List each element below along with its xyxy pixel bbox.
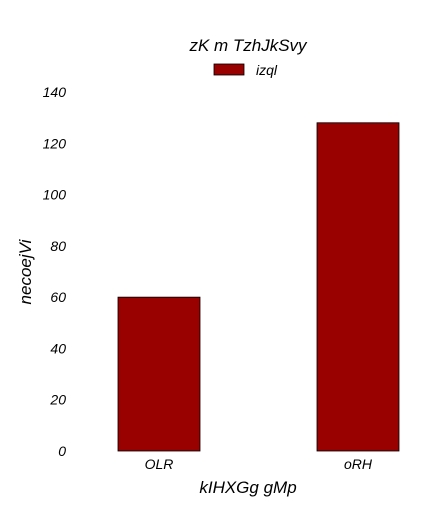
y-tick-label: 140 [43, 84, 67, 100]
bar-olr [117, 296, 201, 452]
x-axis: OLR oRH [145, 456, 373, 472]
y-tick-label: 0 [58, 443, 66, 459]
y-tick-label: 20 [49, 392, 66, 408]
legend: izql [213, 62, 278, 78]
x-tick-label: oRH [344, 456, 373, 472]
x-tick-label: OLR [145, 456, 174, 472]
bars [117, 122, 400, 452]
y-tick-label: 40 [50, 340, 66, 356]
chart-title: zK m TzhJkSvy [188, 36, 308, 55]
legend-label: izql [256, 62, 278, 78]
bar-orh [316, 122, 400, 452]
y-tick-label: 60 [50, 289, 66, 305]
y-tick-label: 120 [43, 135, 67, 151]
y-axis: 0 20 40 60 80 100 120 140 [43, 84, 67, 459]
y-axis-label: necoejVi [16, 238, 35, 304]
y-tick-label: 80 [50, 238, 66, 254]
y-tick-label: 100 [43, 187, 67, 203]
legend-swatch [213, 63, 245, 76]
x-axis-label: kIHXGg gMp [199, 478, 296, 497]
